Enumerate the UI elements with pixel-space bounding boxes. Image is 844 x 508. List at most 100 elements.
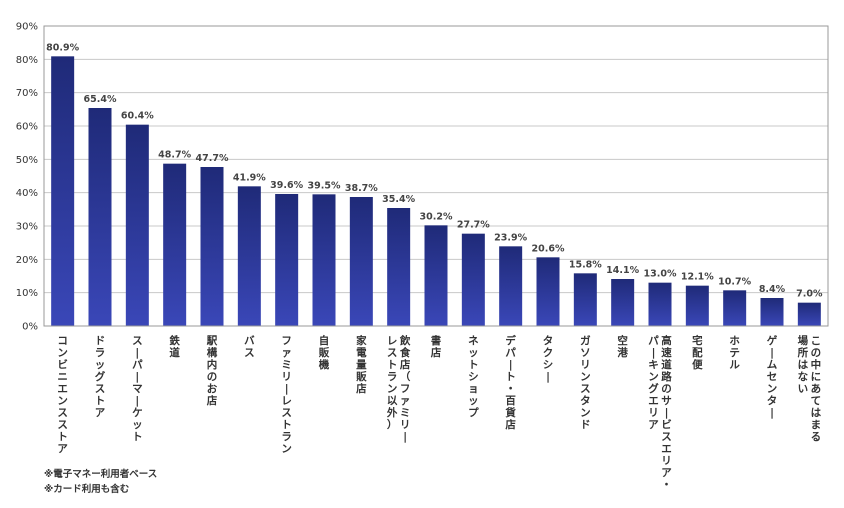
- bar: [275, 194, 299, 326]
- x-category-text: 鉄道: [169, 334, 180, 359]
- bar: [648, 282, 672, 326]
- x-category-label: 飲食店（ファミリ|レストラン以外）: [386, 334, 411, 443]
- data-label: 39.6%: [270, 180, 303, 191]
- x-category-text: ドラッグストア: [95, 335, 106, 419]
- x-category-text: 宅配便: [692, 334, 703, 371]
- data-label: 47.7%: [196, 153, 229, 164]
- data-label: 60.4%: [121, 111, 154, 122]
- x-category-text: 自販機: [319, 334, 330, 371]
- x-category-text: 駅構内のお店: [206, 335, 218, 407]
- data-label: 39.5%: [308, 180, 341, 191]
- y-tick-label: 90%: [16, 22, 38, 33]
- x-category-label: 鉄道: [169, 334, 180, 359]
- y-tick-label: 60%: [16, 122, 38, 133]
- data-label: 10.7%: [718, 276, 751, 287]
- x-category-text: 家電量販店: [355, 334, 367, 395]
- data-label: 30.2%: [420, 211, 453, 222]
- bar: [611, 279, 635, 326]
- bar: [349, 197, 373, 326]
- data-label: 23.9%: [494, 232, 527, 243]
- x-category-label: 宅配便: [692, 334, 703, 371]
- x-category-label: 空港: [617, 334, 628, 359]
- bar: [387, 208, 411, 326]
- x-category-text: ゲ|ムセンタ|: [767, 334, 778, 419]
- x-axis-labels: コンビニエンスストア ドラッグストア ス|パ|マ|ケット 鉄道 駅構内のお店 バス ファミリ…: [57, 334, 821, 491]
- x-category-label: タクシ|: [543, 335, 554, 383]
- y-tick-label: 50%: [16, 155, 38, 166]
- x-category-label: ゲ|ムセンタ|: [767, 334, 778, 419]
- data-label: 13.0%: [644, 269, 677, 280]
- bar: [200, 167, 224, 326]
- y-tick-label: 40%: [16, 188, 38, 199]
- y-tick-label: 20%: [16, 255, 38, 266]
- data-label: 7.0%: [796, 289, 823, 300]
- bar: [760, 298, 784, 326]
- bar: [424, 225, 448, 326]
- bar: [237, 186, 261, 326]
- x-category-text: 場所はない: [798, 334, 809, 395]
- data-label: 14.1%: [606, 265, 639, 276]
- data-label: 12.1%: [681, 272, 714, 283]
- bar: [723, 290, 747, 326]
- x-category-text: この中にあてはまる: [811, 335, 822, 443]
- x-category-text: 書店: [430, 334, 442, 359]
- x-category-label: 家電量販店: [355, 334, 367, 395]
- y-tick-label: 80%: [16, 55, 38, 66]
- x-category-text: ホテル: [729, 335, 740, 371]
- x-category-text: ガソリンスタンド: [580, 334, 591, 431]
- data-label: 15.8%: [569, 259, 602, 270]
- plot-frame: [43, 25, 829, 327]
- x-category-label: ドラッグストア: [95, 335, 106, 419]
- x-category-text: レストラン以外）: [386, 335, 398, 431]
- x-category-label: 書店: [430, 334, 442, 359]
- data-label: 8.4%: [759, 284, 786, 295]
- y-tick-label: 10%: [16, 288, 38, 299]
- x-category-text: パ|キングエリア: [648, 335, 659, 431]
- bar: [88, 108, 112, 326]
- y-tick-label: 70%: [16, 88, 38, 99]
- data-label: 65.4%: [84, 94, 117, 105]
- x-category-label: ガソリンスタンド: [580, 334, 591, 431]
- x-category-text: ファミリ|レストラン: [281, 335, 292, 455]
- bar: [312, 194, 336, 326]
- footnote-2: ※カード利用も含む: [44, 484, 130, 495]
- x-category-text: タクシ|: [543, 335, 554, 383]
- data-label: 80.9%: [46, 42, 79, 53]
- x-category-label: ホテル: [729, 335, 740, 371]
- x-category-label: デパ|ト・百貨店: [504, 334, 516, 431]
- x-category-label: 自販機: [319, 334, 330, 371]
- data-label: 35.4%: [382, 194, 415, 205]
- x-category-text: デパ|ト・百貨店: [504, 334, 516, 431]
- bar: [685, 285, 709, 326]
- data-label: 27.7%: [457, 220, 490, 231]
- bar: [499, 246, 523, 326]
- x-category-label: コンビニエンスストア: [57, 335, 68, 455]
- bar: [461, 233, 485, 326]
- y-tick-label: 30%: [16, 222, 38, 233]
- data-label: 48.7%: [158, 150, 191, 161]
- bars: [51, 56, 821, 327]
- x-category-label: ネットショップ: [468, 335, 479, 419]
- bar: [536, 257, 560, 326]
- x-category-text: バス: [244, 335, 255, 359]
- x-category-label: ス|パ|マ|ケット: [132, 335, 143, 443]
- x-category-label: バス: [244, 335, 255, 359]
- x-category-text: ネットショップ: [468, 335, 479, 419]
- x-category-text: コンビニエンスストア: [57, 335, 68, 455]
- x-category-text: ス|パ|マ|ケット: [132, 335, 143, 443]
- data-label: 38.7%: [345, 183, 378, 194]
- x-category-label: 高速道路のサ|ビスエリア・パ|キングエリア: [648, 334, 672, 491]
- x-category-text: 高速道路のサ|ビスエリア・: [661, 334, 672, 491]
- x-category-text: 空港: [617, 334, 628, 359]
- footnote-1: ※電子マネー利用者ベース: [44, 469, 158, 480]
- bar: [51, 56, 75, 326]
- data-label: 41.9%: [233, 172, 266, 183]
- y-tick-label: 0%: [22, 322, 38, 333]
- bar: [125, 124, 149, 327]
- data-labels: 80.9% 65.4% 60.4% 48.7% 47.7% 41.9% 39.6% 39.5%…: [46, 42, 823, 299]
- y-axis: 0% 10% 20% 30% 40% 50% 60% 70% 80% 90%: [16, 22, 38, 333]
- x-category-label: ファミリ|レストラン: [281, 335, 292, 455]
- bar: [573, 273, 597, 326]
